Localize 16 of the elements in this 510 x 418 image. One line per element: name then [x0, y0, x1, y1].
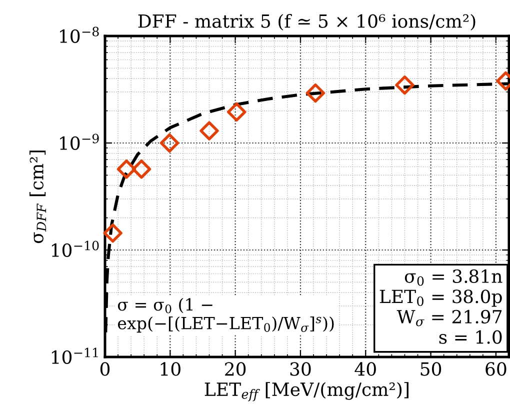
x-tick-label: 10: [160, 362, 180, 376]
x-tick-label: 60: [486, 362, 506, 376]
x-tick-label: 20: [225, 362, 246, 376]
text: σ$_{0}$ = 3.81n LET$_{0}$ = 38.0p W$_{σ}$ = 21.97 s = 1.0: [380, 269, 502, 344]
y-tick-label: 10$^{−8}$: [60, 26, 99, 43]
y-axis-title: σ$_{DFF}$ [cm²]: [30, 150, 46, 244]
x-tick-label: 0: [100, 362, 110, 376]
y-tick-label: 10$^{−11}$: [52, 348, 98, 364]
x-tick-label: 30: [290, 362, 311, 376]
x-tick-label: 40: [354, 362, 376, 376]
x-axis-title: LET$_{eff}$ [MeV/(mg/cm²)]: [204, 382, 408, 402]
text: σ = σ$_{0}$ (1 − exp(−[(LET−LET$_{0}$)/W$_{σ}$]$^{s}$)): [118, 298, 334, 333]
y-tick-label: 10$^{−10}$: [52, 240, 99, 257]
y-tick-label: 10$^{−9}$: [60, 134, 99, 150]
x-tick-label: 50: [420, 362, 442, 376]
chart-title: DFF - matrix 5 (f ≃ 5 × 10⁶ ions/cm²): [138, 14, 476, 30]
